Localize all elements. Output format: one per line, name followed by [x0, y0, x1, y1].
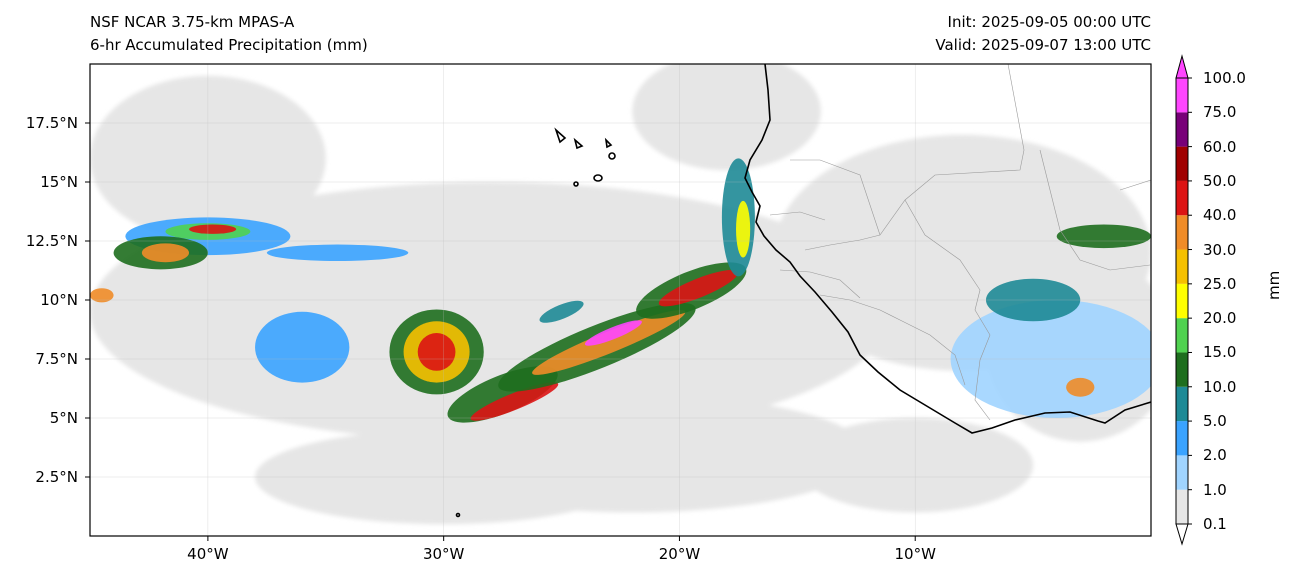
colorbar-level-label: 30.0 — [1203, 240, 1237, 259]
precip-cell — [1066, 377, 1095, 397]
colorbar-segment — [1176, 352, 1188, 387]
colorbar-level-label: 25.0 — [1203, 274, 1237, 293]
colorbar-unit-label: mm — [1265, 270, 1283, 300]
colorbar-frame — [1175, 77, 1189, 525]
colorbar-segment — [1176, 78, 1188, 113]
precip-cell — [141, 243, 190, 263]
lon-tick-label: 40°W — [187, 545, 229, 563]
lon-tick-label: 10°W — [894, 545, 936, 563]
precip-cell — [90, 288, 114, 303]
colorbar-segment — [1176, 180, 1188, 216]
colorbar-segment — [1176, 249, 1188, 284]
lat-tick-label: 10°N — [40, 291, 78, 309]
model-title: NSF NCAR 3.75-km MPAS-A — [90, 13, 295, 31]
coastline — [455, 64, 1151, 518]
precip-cell — [470, 382, 559, 421]
gridlines — [90, 64, 1151, 536]
precip-cell — [584, 320, 642, 346]
colorbar-level-label: 40.0 — [1203, 206, 1237, 225]
init-time: Init: 2025-09-05 00:00 UTC — [947, 13, 1151, 31]
lat-tick-label: 7.5°N — [35, 350, 78, 368]
colorbar-level-label: 20.0 — [1203, 309, 1237, 328]
field-title: 6-hr Accumulated Precipitation (mm) — [90, 36, 368, 54]
colorbar-segment — [1176, 146, 1188, 181]
colorbar-level-label: 5.0 — [1203, 412, 1227, 431]
light-precip-region — [632, 64, 821, 171]
colorbar-level-label: 2.0 — [1203, 446, 1227, 465]
precip-cell — [658, 270, 738, 307]
colorbar-level-label: 60.0 — [1203, 137, 1237, 156]
colorbar-level-label: 10.0 — [1203, 377, 1237, 396]
colorbar-max-extend — [1175, 54, 1189, 79]
lat-tick-label: 5°N — [49, 409, 78, 427]
lat-tick-label: 2.5°N — [35, 468, 78, 486]
colorbar-level-label: 50.0 — [1203, 171, 1237, 190]
colorbar-segment — [1176, 489, 1188, 524]
precip-cell — [255, 311, 350, 383]
precip-cell — [189, 224, 237, 234]
colorbar-segment — [1176, 421, 1188, 456]
precip-cell — [736, 200, 751, 258]
colorbar-segment — [1176, 112, 1188, 147]
precip-cell — [539, 300, 584, 323]
precip-cell — [532, 310, 686, 375]
colorbar-level-label: 75.0 — [1203, 103, 1237, 122]
colorbar-segment — [1176, 455, 1188, 490]
colorbar-segment — [1176, 215, 1188, 250]
precip-cell — [417, 333, 456, 371]
colorbar-min-extend — [1175, 523, 1189, 546]
lat-tick-label: 17.5°N — [25, 114, 78, 132]
precip-cell — [1056, 224, 1151, 249]
colorbar — [1175, 54, 1192, 546]
axis-ticks — [85, 122, 916, 541]
colorbar-segment — [1176, 283, 1188, 319]
lat-tick-label: 15°N — [40, 173, 78, 191]
valid-time: Valid: 2025-09-07 13:00 UTC — [935, 36, 1151, 54]
colorbar-segment — [1176, 386, 1188, 422]
lon-tick-label: 30°W — [422, 545, 465, 563]
borders — [769, 64, 1151, 421]
colorbar-level-label: 0.1 — [1203, 515, 1227, 533]
lon-tick-label: 20°W — [658, 545, 701, 563]
lat-tick-label: 12.5°N — [25, 232, 78, 250]
colorbar-level-label: 15.0 — [1203, 343, 1237, 362]
precip-cell — [266, 244, 409, 262]
colorbar-segment — [1176, 318, 1188, 353]
colorbar-level-label: 1.0 — [1203, 480, 1227, 499]
colorbar-level-label: 100.0 — [1203, 69, 1246, 87]
